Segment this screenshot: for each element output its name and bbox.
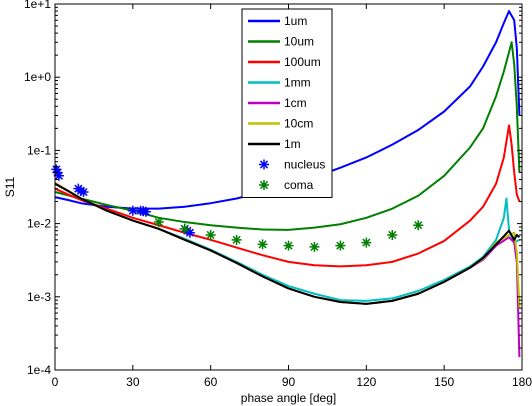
y-tick-label: 1e+0 (24, 70, 51, 84)
marker-nucleus (127, 205, 138, 216)
x-tick-label: 150 (434, 375, 454, 389)
marker-coma (205, 229, 216, 240)
x-axis: 0 30 60 90 120 150 180 (52, 4, 532, 389)
x-axis-label: phase angle [deg] (241, 391, 336, 405)
legend-swatch-nucleus (259, 159, 269, 170)
marker-nucleus (184, 227, 195, 238)
series-line-1m (54, 182, 521, 305)
legend-label-1um: 1um (284, 14, 307, 28)
marker-coma (257, 239, 268, 250)
y-axis-label: S11 (3, 176, 17, 197)
marker-coma (361, 237, 372, 248)
marker-coma (231, 234, 242, 245)
y-tick-label: 1e-4 (27, 363, 51, 377)
marker-coma (387, 229, 398, 240)
series-line-1mm (54, 182, 520, 302)
legend-label-1mm: 1mm (284, 76, 311, 90)
marker-nucleus (75, 185, 86, 196)
y-tick-label: 1e-1 (27, 143, 51, 157)
marker-nucleus (78, 187, 89, 198)
y-tick-label: 1e-3 (27, 290, 51, 304)
legend-label-coma: coma (284, 178, 314, 192)
y-axis: 1e-4 1e-3 1e-2 1e-1 1e+0 1e+1 (24, 0, 522, 377)
x-tick-label: 120 (356, 375, 376, 389)
legend-label-10cm: 10cm (284, 117, 313, 131)
series-line-100um (54, 124, 521, 268)
legend-label-10um: 10um (284, 35, 314, 49)
x-tick-label: 180 (512, 375, 532, 389)
legend-label-1m: 1m (284, 137, 301, 151)
marker-coma (179, 223, 190, 234)
y-tick-label: 1e-2 (27, 217, 51, 231)
x-tick-label: 90 (282, 375, 296, 389)
marker-nucleus (51, 164, 62, 175)
marker-nucleus (140, 206, 151, 217)
x-tick-label: 0 (52, 375, 59, 389)
marker-coma (153, 217, 164, 228)
marker-coma (283, 240, 294, 251)
y-tick-label: 1e+1 (24, 0, 51, 11)
x-tick-label: 30 (126, 375, 140, 389)
marker-coma (309, 241, 320, 252)
legend-label-1cm: 1cm (284, 96, 307, 110)
marker-coma (413, 220, 424, 231)
x-tick-label: 60 (204, 375, 218, 389)
legend-label-100um: 100um (284, 55, 321, 69)
marker-coma (335, 240, 346, 251)
legend: 1um 10um 100um 1mm 1cm 10cm 1m nucleus coma (241, 8, 333, 198)
marker-layer (51, 164, 424, 252)
legend-label-nucleus: nucleus (284, 158, 325, 172)
marker-nucleus (53, 170, 64, 181)
legend-swatch-coma (259, 180, 269, 190)
